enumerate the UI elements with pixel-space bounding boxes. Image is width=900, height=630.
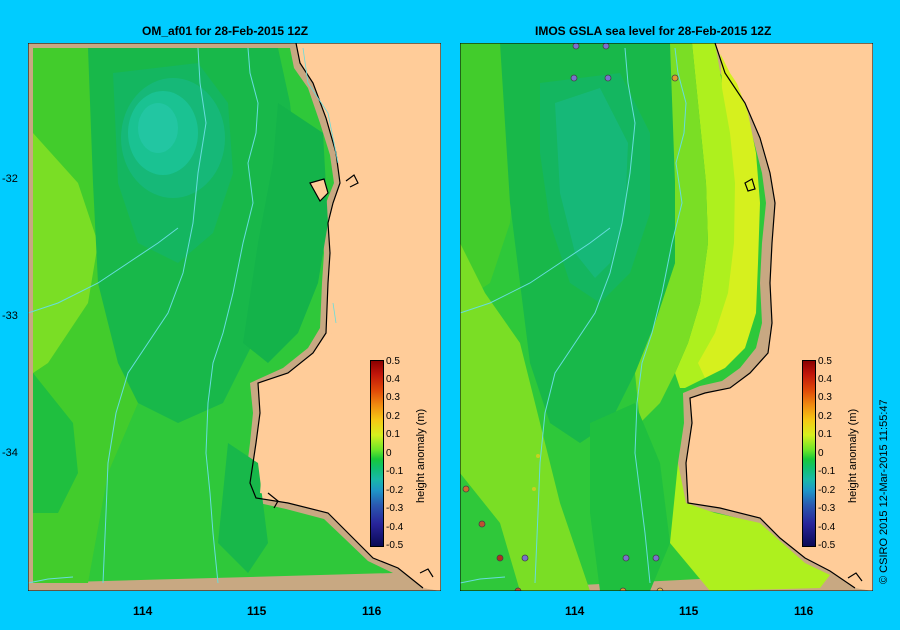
lat-tick-label: -32 — [2, 173, 18, 185]
colorbar-tick: 0 — [818, 448, 824, 459]
colorbar-right: 0.5 0.4 0.3 0.2 0.1 0 -0.1 -0.2 -0.3 -0.… — [802, 356, 862, 551]
observation-markers — [462, 43, 679, 591]
colorbar-tick: 0.4 — [386, 374, 400, 385]
colorbar-gradient — [370, 360, 384, 547]
colorbar-tick: 0 — [386, 448, 392, 459]
colorbar-tick: 0.1 — [818, 429, 832, 440]
colorbar-tick: 0.2 — [818, 411, 832, 422]
lon-tick-label: 115 — [247, 604, 267, 618]
colorbar-tick: -0.1 — [818, 466, 836, 477]
colorbar-tick: 0.3 — [818, 392, 832, 403]
right-panel-title: IMOS GSLA sea level for 28-Feb-2015 12Z — [535, 24, 772, 38]
lon-tick-label: 115 — [679, 604, 699, 618]
lon-tick-label: 116 — [794, 604, 814, 618]
left-panel-title: OM_af01 for 28-Feb-2015 12Z — [142, 24, 309, 38]
colorbar-tick: 0.3 — [386, 392, 400, 403]
colorbar-tick: 0.4 — [818, 374, 832, 385]
right-map-panel — [460, 43, 873, 591]
colorbar-tick: -0.3 — [818, 503, 836, 514]
colorbar-tick: -0.2 — [386, 485, 404, 496]
colorbar-tick: -0.5 — [386, 540, 404, 551]
left-map-panel — [28, 43, 441, 591]
lon-tick-label: 114 — [565, 604, 585, 618]
colorbar-tick: -0.1 — [386, 466, 404, 477]
colorbar-tick: -0.2 — [818, 485, 836, 496]
colorbar-label: height anomaly (m) — [415, 408, 427, 503]
lon-tick-label: 114 — [133, 604, 153, 618]
copyright-stamp: © CSIRO 2015 12-Mar-2015 11:55:47 — [878, 399, 890, 584]
colorbar-tick: 0.1 — [386, 429, 400, 440]
colorbar-tick: -0.4 — [818, 522, 836, 533]
colorbar-label: height anomaly (m) — [847, 408, 859, 503]
colorbar-tick: 0.5 — [818, 356, 832, 367]
colorbar-tick: 0.5 — [386, 356, 400, 367]
lat-tick-label: -34 — [2, 447, 18, 459]
colorbar-tick: -0.5 — [818, 540, 836, 551]
colorbar-tick: -0.4 — [386, 522, 404, 533]
lon-tick-label: 116 — [362, 604, 382, 618]
colorbar-tick: -0.3 — [386, 503, 404, 514]
colorbar-left: 0.5 0.4 0.3 0.2 0.1 0 -0.1 -0.2 -0.3 -0.… — [370, 356, 430, 551]
colorbar-tick: 0.2 — [386, 411, 400, 422]
lat-tick-label: -33 — [2, 310, 18, 322]
colorbar-gradient — [802, 360, 816, 547]
